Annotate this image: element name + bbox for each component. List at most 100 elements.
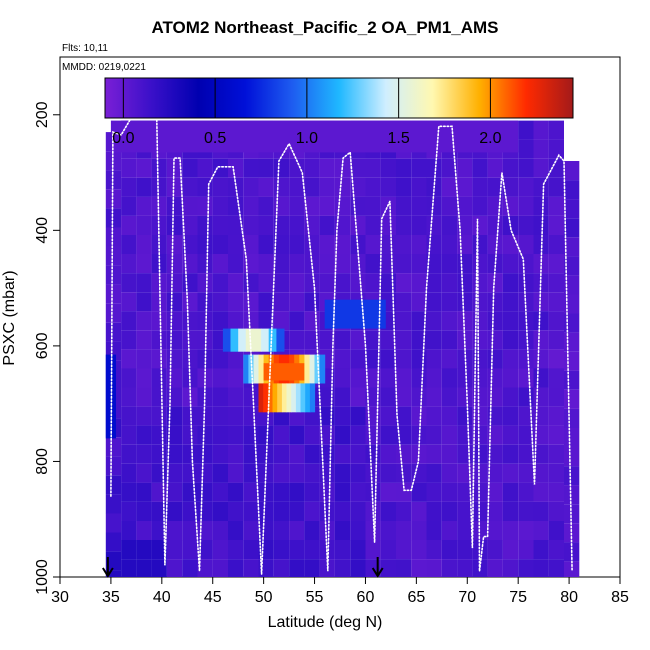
heatmap-cell [502, 177, 519, 197]
heatmap-cell [319, 521, 335, 541]
heatmap-cell [564, 237, 580, 257]
heatmap-cell [518, 158, 534, 178]
heatmap-cell [487, 521, 503, 541]
heatmap-cell [426, 482, 442, 502]
heatmap-cell [396, 177, 412, 197]
heatmap-cell [276, 328, 285, 352]
heatmap-cell [268, 328, 277, 352]
heatmap-cell [350, 215, 366, 235]
heatmap-cell [472, 235, 488, 255]
heatmap-cell [258, 425, 274, 445]
heatmap-cell [548, 501, 564, 521]
heatmap-cell [396, 387, 412, 407]
heatmap-cell [136, 482, 152, 502]
heatmap-cell [533, 482, 549, 502]
heatmap-cell [334, 425, 351, 445]
heatmap-cell [289, 463, 305, 483]
heatmap-cell [334, 330, 351, 350]
heatmap-cell [121, 292, 137, 312]
heatmap-cell [518, 177, 534, 197]
heatmap-cell [457, 387, 473, 407]
heatmap-cell [258, 215, 274, 235]
heatmap-cell [396, 368, 412, 388]
heatmap-cell [182, 330, 198, 350]
heatmap-cell [291, 383, 297, 413]
x-tick-label: 35 [102, 589, 120, 606]
heatmap-cell [228, 311, 244, 331]
heatmap-cell [380, 368, 396, 388]
heatmap-cell [396, 349, 412, 369]
heatmap-cell [365, 521, 381, 541]
heatmap-cell [238, 328, 247, 352]
heatmap-cell [243, 425, 259, 445]
heatmap-cell [166, 273, 183, 293]
heatmap-cell [243, 177, 259, 197]
heatmap-cell [487, 540, 503, 560]
heatmap-cell [350, 444, 366, 464]
heatmap-cell [426, 463, 442, 483]
heatmap-cell [151, 501, 167, 521]
heatmap-cell [197, 215, 213, 235]
heatmap-cell [182, 444, 198, 464]
heatmap-cell [305, 383, 311, 413]
heatmap-cell [365, 368, 381, 388]
heatmap-cell [228, 368, 244, 388]
heatmap-cell [304, 444, 320, 464]
heatmap-cell [502, 406, 519, 426]
heatmap-cell [518, 273, 534, 293]
heatmap-cell [309, 354, 316, 384]
heatmap-cell [136, 235, 152, 255]
heatmap-cell [441, 406, 458, 426]
heatmap-cell [502, 425, 519, 445]
heatmap-cell [228, 196, 244, 216]
heatmap-cell [365, 425, 381, 445]
heatmap-cell [380, 501, 396, 521]
heatmap-cell [380, 540, 396, 560]
heatmap-cell [411, 521, 427, 541]
heatmap-cell [411, 273, 427, 293]
heatmap-cell [212, 406, 228, 426]
heatmap-cell [334, 177, 351, 197]
heatmap-cell [564, 485, 580, 505]
heatmap-cell [136, 273, 152, 293]
colorbar-gradient [104, 77, 574, 119]
heatmap-cell [564, 218, 580, 238]
heatmap-cell [441, 463, 458, 483]
heatmap-cell [136, 158, 152, 178]
heatmap-cell [286, 383, 292, 413]
heatmap-cell [243, 273, 259, 293]
heatmap-cell [564, 370, 580, 390]
heatmap-cell [380, 559, 396, 577]
heatmap-cell [334, 482, 351, 502]
heatmap-cell [166, 540, 183, 560]
y-axis: 200 400 600 800 1000 [34, 101, 60, 595]
heatmap-cell [472, 273, 488, 293]
heatmap-cell [289, 215, 305, 235]
heatmap-cell [502, 521, 519, 541]
heatmap-cell [197, 482, 213, 502]
heatmap-cell [182, 311, 198, 331]
heatmap-cell [502, 235, 519, 255]
heatmap-cell [212, 368, 228, 388]
heatmap-cell [396, 501, 412, 521]
heatmap-cell [197, 540, 213, 560]
heatmap-cell [472, 425, 488, 445]
heatmap-cell [105, 170, 122, 190]
heatmap-cell [228, 501, 244, 521]
x-tick-label: 70 [458, 589, 476, 606]
heatmap-cell [365, 482, 381, 502]
heatmap-cell [289, 177, 305, 197]
heatmap-cell [289, 501, 305, 521]
heatmap-cell [289, 444, 305, 464]
heatmap-cell [380, 215, 396, 235]
heatmap-cell [487, 559, 503, 577]
heatmap-cell [457, 215, 473, 235]
heatmap-cell [263, 363, 305, 381]
heatmap-cell [105, 513, 122, 533]
heatmap-cell [533, 425, 549, 445]
heatmap-cell [121, 368, 137, 388]
heatmap-cell [441, 273, 458, 293]
heatmap-cell [105, 551, 122, 571]
heatmap-cell [472, 158, 488, 178]
heatmap-cell [502, 196, 519, 216]
